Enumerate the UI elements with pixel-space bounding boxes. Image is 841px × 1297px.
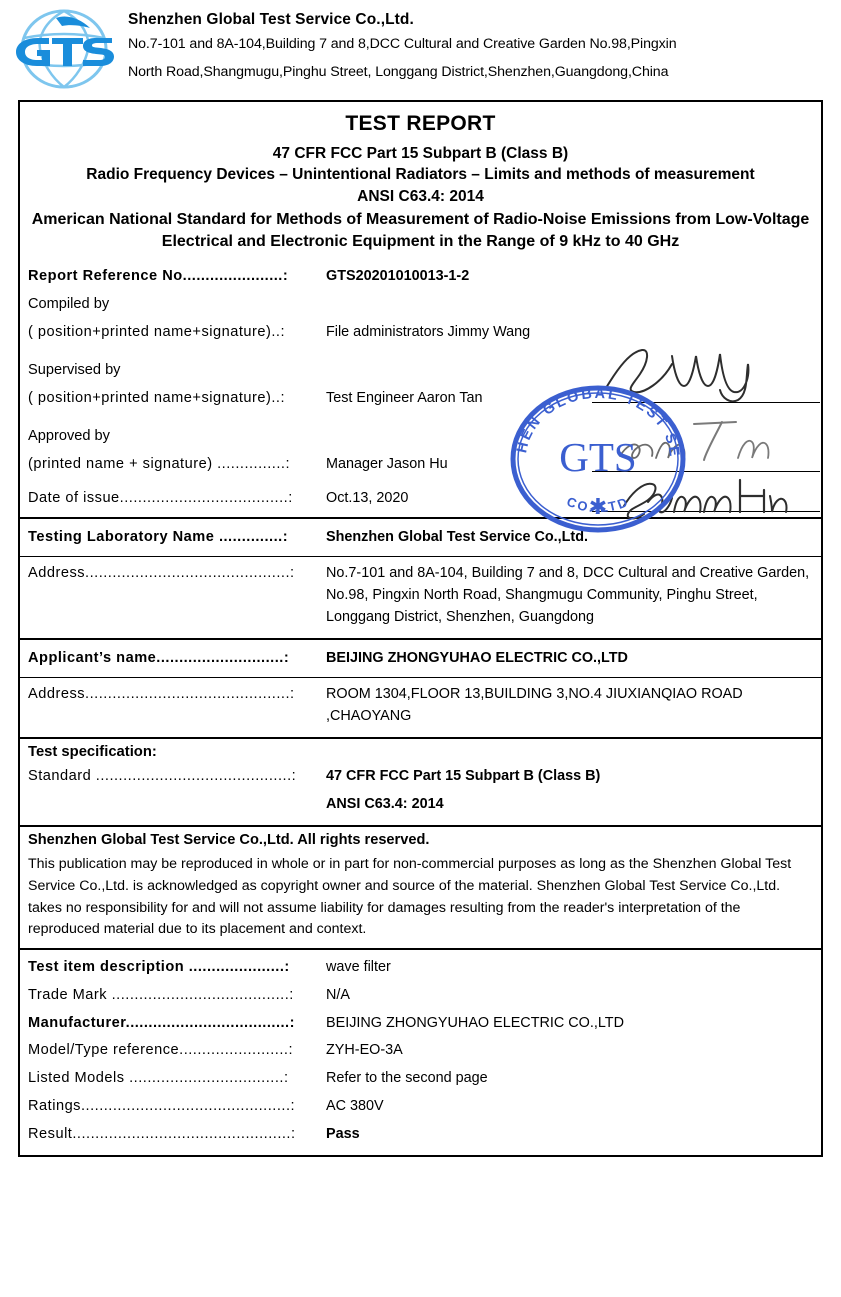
page-title: TEST REPORT [345,112,496,135]
supervised-by-label: Supervised by [28,361,121,378]
row-applicant-name: Applicant’s name........................… [20,645,821,673]
test-item-description-label: Test item description ..................… [28,958,290,975]
test-item-description-value: wave filter [326,958,391,975]
copyright-band: Shenzhen Global Test Service Co.,Ltd. Al… [20,827,821,950]
test-specification-heading: Test specification: [28,743,157,760]
company-name: Shenzhen Global Test Service Co.,Ltd. [128,11,414,28]
row-standard: Standard ...............................… [20,763,821,791]
date-of-issue-value: Oct.13, 2020 [326,489,409,506]
row-date-of-issue: Date of issue...........................… [20,485,821,513]
row-laboratory-name: Testing Laboratory Name ..............: … [20,524,821,552]
standard-label: Standard ...............................… [28,767,297,784]
row-compiled-by-value: ( position+printed name+signature)..: Fi… [20,319,821,347]
approved-by-value: Manager Jason Hu [326,455,448,472]
report-reference-label: Report Reference No.....................… [28,268,289,285]
table-row: Manufacturer............................… [20,1010,821,1038]
listed-models-label: Listed Models ..........................… [28,1070,289,1087]
applicant-band: Applicant’s name........................… [20,640,821,739]
copyright-heading: Shenzhen Global Test Service Co.,Ltd. Al… [28,832,430,849]
ratings-value: AC 380V [326,1098,384,1115]
testing-laboratory-band: Testing Laboratory Name ..............: … [20,519,821,640]
table-row: Listed Models ..........................… [20,1065,821,1093]
test-specification-band: Test specification: Standard ...........… [20,739,821,828]
report-reference-value: GTS20201010013-1-2 [326,268,470,285]
model-type-reference-value: ZYH-EO-3A [326,1042,403,1059]
manufacturer-value: BEIJING ZHONGYUHAO ELECTRIC CO.,LTD [326,1014,624,1031]
title-and-signatories-band: TEST REPORT 47 CFR FCC Part 15 Subpart B… [20,102,821,520]
standard-value-1: 47 CFR FCC Part 15 Subpart B (Class B) [326,767,601,784]
result-label: Result..................................… [28,1126,296,1143]
table-row: Test item description ..................… [20,954,821,982]
row-laboratory-address: Address.................................… [20,556,821,632]
table-row: Trade Mark .............................… [20,982,821,1010]
row-compiled-by-title: Compiled by [20,291,821,319]
report-table: TEST REPORT 47 CFR FCC Part 15 Subpart B… [18,100,823,1157]
row-approved-by-value: (printed name + signature) .............… [20,451,821,479]
spacer-2 [20,413,821,423]
row-report-reference: Report Reference No.....................… [20,263,821,291]
laboratory-address-value: No.7-101 and 8A-104, Building 7 and 8, D… [326,565,810,626]
title-ansi-line: ANSI C63.4: 2014 [357,187,484,205]
result-value: Pass [326,1126,360,1143]
trade-mark-label: Trade Mark .............................… [28,986,294,1003]
ratings-label: Ratings.................................… [28,1098,296,1115]
applicant-address-label: Address.................................… [28,685,295,702]
date-of-issue-label: Date of issue...........................… [28,489,293,506]
row-supervised-by-title: Supervised by [20,357,821,385]
page-header: Shenzhen Global Test Service Co.,Ltd. No… [0,0,841,92]
title-description-line: American National Standard for Methods o… [31,211,810,250]
title-standard-line: 47 CFR FCC Part 15 Subpart B (Class B) [272,145,569,162]
laboratory-address-label: Address.................................… [28,565,295,582]
laboratory-name-label: Testing Laboratory Name ..............: [28,529,289,546]
compiled-by-label: Compiled by [28,296,110,313]
model-type-reference-label: Model/Type reference....................… [28,1042,294,1059]
standard-value-2: ANSI C63.4: 2014 [326,795,444,812]
compiled-by-value: File administrators Jimmy Wang [326,324,531,341]
report-title-block: TEST REPORT 47 CFR FCC Part 15 Subpart B… [20,102,821,260]
test-item-band: Test item description ..................… [20,950,821,1155]
gts-globe-logo-icon [16,9,114,89]
applicant-address-value: ROOM 1304,FLOOR 13,BUILDING 3,NO.4 JIUXI… [326,685,743,724]
row-applicant-address: Address.................................… [20,676,821,731]
table-row: Model/Type reference....................… [20,1037,821,1065]
laboratory-name-value: Shenzhen Global Test Service Co.,Ltd. [326,529,589,546]
approved-by-label: Approved by [28,427,110,444]
gts-logo [0,6,128,90]
company-address-line-1: No.7-101 and 8A-104,Building 7 and 8,DCC… [128,35,677,52]
applicant-name-label: Applicant’s name........................… [28,650,290,666]
manufacturer-label: Manufacturer............................… [28,1014,295,1031]
row-supervised-by-value: ( position+printed name+signature)..: Te… [20,385,821,413]
applicant-name-value: BEIJING ZHONGYUHAO ELECTRIC CO.,LTD [326,650,628,666]
reference-and-signature-section: Report Reference No.....................… [20,260,821,517]
spacer-1 [20,347,821,357]
trade-mark-value: N/A [326,986,350,1003]
title-scope-line: Radio Frequency Devices – Unintentional … [86,166,755,184]
company-address-line-2: North Road,Shangmugu,Pinghu Street, Long… [128,63,669,80]
listed-models-value: Refer to the second page [326,1070,488,1087]
supervised-by-value: Test Engineer Aaron Tan [326,389,483,406]
row-standard-secondary: ANSI C63.4: 2014 [20,791,821,819]
compiled-by-position-label: ( position+printed name+signature)..: [28,324,286,341]
copyright-body: This publication may be reproduced in wh… [28,856,792,938]
supervised-by-position-label: ( position+printed name+signature)..: [28,389,286,406]
table-row: Ratings.................................… [20,1093,821,1121]
approved-by-position-label: (printed name + signature) .............… [28,455,290,472]
table-row: Result..................................… [20,1121,821,1149]
row-approved-by-title: Approved by [20,423,821,451]
